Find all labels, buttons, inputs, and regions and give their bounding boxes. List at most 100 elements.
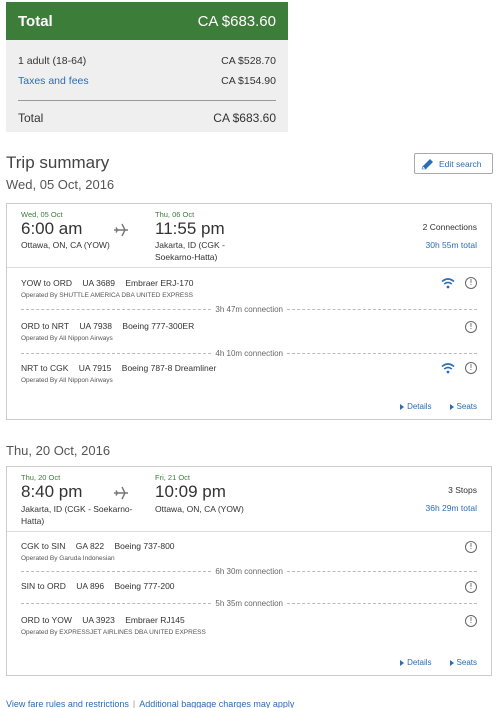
details-link[interactable]: Details	[400, 402, 432, 411]
flight-leg: CGK to SIN GA 822 Boeing 737-800 Operate…	[7, 534, 491, 566]
info-icon[interactable]: !	[465, 615, 477, 627]
depart-airport-line2: Hatta)	[21, 516, 45, 526]
dashed-line	[21, 570, 212, 572]
leg-aircraft: Boeing 777-200	[114, 581, 175, 591]
seats-link[interactable]: Seats	[449, 658, 477, 667]
leg-flight-number: UA 3923	[82, 615, 115, 625]
price-total-label: Total	[18, 111, 44, 125]
total-duration-link[interactable]: 30h 55m total	[425, 240, 477, 250]
return-header: Thu, 20 Oct 8:40 pm Jakarta, ID (CGK - S…	[7, 467, 491, 532]
connection-divider: 4h 10m connection	[7, 348, 491, 358]
leg-route: YOW to ORD	[21, 278, 73, 288]
leg-operator: Operated By EXPRESSJET AIRLINES DBA UNIT…	[21, 629, 206, 636]
total-duration-link[interactable]: 36h 29m total	[425, 503, 477, 513]
leg-route: SIN to ORD	[21, 581, 66, 591]
leg-flight-number: GA 822	[75, 541, 105, 551]
edit-search-label: Edit search	[439, 158, 482, 169]
leg-info: CGK to SIN GA 822 Boeing 737-800	[21, 541, 175, 551]
info-icon[interactable]: !	[465, 362, 477, 374]
leg-aircraft: Boeing 777-300ER	[122, 321, 195, 331]
dashed-line	[21, 352, 212, 354]
footer-links: View fare rules and restrictions | Additio…	[6, 699, 294, 708]
leg-info: YOW to ORD UA 3689 Embraer ERJ-170	[21, 278, 193, 288]
outbound-flight-card: Wed, 05 Oct 6:00 am Ottawa, ON, CA (YOW)…	[6, 203, 492, 420]
info-icon[interactable]: !	[465, 321, 477, 333]
dashed-line	[287, 308, 477, 310]
connection-time: 3h 47m connection	[215, 304, 283, 314]
connections-count: 2 Connections	[422, 222, 477, 232]
leg-info: ORD to YOW UA 3923 Embraer RJ145	[21, 615, 185, 625]
wifi-icon[interactable]	[441, 277, 455, 289]
price-summary: Total CA $683.60 1 adult (18-64) CA $528…	[6, 2, 288, 132]
wifi-icon[interactable]	[441, 362, 455, 374]
details-link[interactable]: Details	[400, 658, 432, 667]
dashed-line	[287, 352, 477, 354]
flight-leg: ORD to YOW UA 3923 Embraer RJ145 Operate…	[7, 608, 491, 642]
leg-operator: Operated By SHUTTLE AMERICA DBA UNITED E…	[21, 292, 193, 299]
price-total-value: CA $683.60	[213, 111, 276, 125]
leg-info: SIN to ORD UA 896 Boeing 777-200	[21, 581, 175, 591]
price-header-label: Total	[18, 12, 53, 30]
taxes-fees-link[interactable]: Taxes and fees	[18, 75, 89, 87]
details-label: Details	[407, 658, 432, 667]
arrive-date: Fri, 21 Oct	[155, 473, 191, 482]
fare-rules-link[interactable]: View fare rules and restrictions	[6, 699, 129, 708]
airplane-icon	[114, 486, 128, 500]
price-row-value: CA $154.90	[221, 75, 276, 87]
details-label: Details	[407, 402, 432, 411]
dashed-line	[287, 602, 477, 604]
trip-summary-title: Trip summary	[6, 153, 110, 172]
leg-route: CGK to SIN	[21, 541, 66, 551]
connection-time: 5h 35m connection	[215, 598, 283, 608]
leg-aircraft: Embraer ERJ-170	[125, 278, 194, 288]
leg-flight-number: UA 7915	[78, 363, 112, 373]
info-icon[interactable]: !	[465, 277, 477, 289]
leg-aircraft: Embraer RJ145	[125, 615, 185, 625]
leg-aircraft: Boeing 787-8 Dreamliner	[121, 363, 217, 373]
connection-time: 6h 30m connection	[215, 566, 283, 576]
edit-search-button[interactable]: Edit search	[414, 153, 493, 174]
dashed-line	[21, 602, 212, 604]
leg-flight-number: UA 896	[76, 581, 105, 591]
flight-leg: ORD to NRT UA 7938 Boeing 777-300ER Oper…	[7, 314, 491, 348]
leg-operator: Operated By Garuda Indonesian	[21, 555, 115, 562]
info-icon[interactable]: !	[465, 581, 477, 593]
depart-time: 6:00 am	[21, 219, 83, 238]
price-header: Total CA $683.60	[6, 2, 288, 40]
card-links: Details Seats	[400, 658, 477, 667]
connection-divider: 3h 47m connection	[7, 304, 491, 314]
depart-airport: Ottawa, ON, CA (YOW)	[21, 240, 110, 250]
price-divider	[18, 100, 276, 101]
arrive-airport: Jakarta, ID (CGK - Soekarno-Hatta)	[155, 239, 225, 263]
arrive-airport: Ottawa, ON, CA (YOW)	[155, 504, 244, 514]
depart-airport-line1: Jakarta, ID (CGK - Soekarno-	[21, 504, 133, 514]
leg-info: NRT to CGK UA 7915 Boeing 787-8 Dreamlin…	[21, 363, 216, 373]
arrive-time: 11:55 pm	[155, 219, 225, 238]
info-icon[interactable]: !	[465, 541, 477, 553]
dashed-line	[21, 308, 212, 310]
leg-info: ORD to NRT UA 7938 Boeing 777-300ER	[21, 321, 194, 331]
seats-link[interactable]: Seats	[449, 402, 477, 411]
leg-route: ORD to YOW	[21, 615, 72, 625]
airplane-icon	[114, 223, 128, 237]
leg-route: NRT to CGK	[21, 363, 69, 373]
arrive-time: 10:09 pm	[155, 482, 226, 501]
outbound-date-heading: Wed, 05 Oct, 2016	[6, 177, 115, 192]
depart-airport: Jakarta, ID (CGK - Soekarno- Hatta)	[21, 503, 132, 527]
arrive-airport-line1: Jakarta, ID (CGK -	[155, 240, 225, 250]
flight-leg: NRT to CGK UA 7915 Boeing 787-8 Dreamlin…	[7, 358, 491, 392]
baggage-charges-link[interactable]: Additional baggage charges may apply	[139, 699, 295, 708]
leg-operator: Operated By All Nippon Airways	[21, 335, 113, 342]
leg-flight-number: UA 3689	[82, 278, 116, 288]
price-row-adult: 1 adult (18-64) CA $528.70	[6, 51, 288, 71]
connection-time: 4h 10m connection	[215, 348, 283, 358]
flight-leg: SIN to ORD UA 896 Boeing 777-200 !	[7, 576, 491, 598]
outbound-header: Wed, 05 Oct 6:00 am Ottawa, ON, CA (YOW)…	[7, 204, 491, 268]
seats-label: Seats	[456, 658, 477, 667]
return-flight-card: Thu, 20 Oct 8:40 pm Jakarta, ID (CGK - S…	[6, 466, 492, 676]
leg-aircraft: Boeing 737-800	[114, 541, 175, 551]
dashed-line	[287, 570, 477, 572]
leg-route: ORD to NRT	[21, 321, 70, 331]
leg-flight-number: UA 7938	[79, 321, 113, 331]
pencil-icon	[421, 158, 433, 169]
